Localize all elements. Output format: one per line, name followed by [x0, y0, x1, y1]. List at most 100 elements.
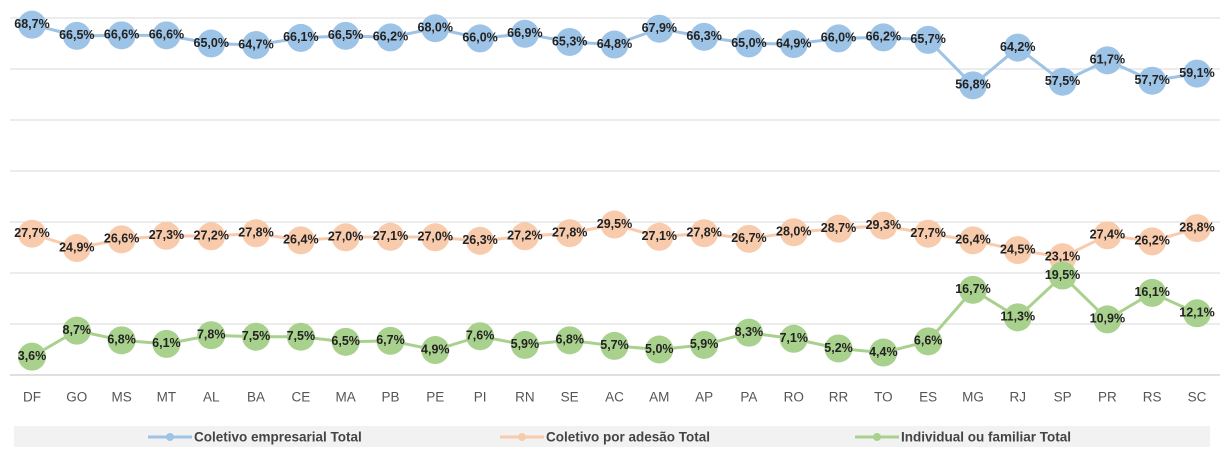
data-label: 65,3% — [552, 34, 587, 48]
marker — [1138, 66, 1167, 95]
x-tick-label: AM — [649, 390, 669, 405]
legend-marker — [166, 433, 174, 441]
data-label: 16,1% — [1134, 285, 1169, 299]
data-label: 27,1% — [642, 229, 677, 243]
marker — [197, 222, 226, 251]
data-label: 65,0% — [731, 36, 766, 50]
data-label: 64,7% — [238, 37, 273, 51]
data-label: 6,8% — [555, 333, 584, 347]
data-label: 66,0% — [821, 31, 856, 45]
x-tick-label: SP — [1054, 390, 1072, 405]
data-label: 5,2% — [824, 341, 853, 355]
data-label: 5,7% — [600, 338, 629, 352]
data-label: 6,7% — [376, 333, 405, 347]
marker — [62, 21, 91, 50]
data-label: 27,7% — [910, 226, 945, 240]
data-label: 27,8% — [686, 226, 721, 240]
x-tick-label: RO — [784, 390, 804, 405]
data-label: 27,2% — [194, 229, 229, 243]
marker — [555, 27, 584, 56]
data-label: 64,8% — [597, 37, 632, 51]
marker — [331, 21, 360, 50]
marker — [421, 336, 450, 365]
data-label: 7,8% — [197, 328, 226, 342]
data-label: 65,0% — [194, 36, 229, 50]
data-label: 57,7% — [1134, 73, 1169, 87]
x-tick-label: TO — [874, 390, 893, 405]
data-label: 5,9% — [511, 337, 540, 351]
data-label: 8,7% — [63, 323, 92, 337]
data-label: 28,8% — [1179, 220, 1214, 234]
data-label: 4,9% — [421, 342, 450, 356]
data-label: 26,3% — [462, 233, 497, 247]
data-label: 68,0% — [418, 20, 453, 34]
data-label: 12,1% — [1179, 306, 1214, 320]
data-label: 56,8% — [955, 78, 990, 92]
data-label: 24,9% — [59, 240, 94, 254]
marker — [869, 211, 898, 240]
x-tick-label: AC — [605, 390, 624, 405]
marker — [152, 329, 181, 358]
marker — [555, 326, 584, 355]
x-tick-label: RS — [1143, 390, 1162, 405]
marker — [958, 226, 987, 255]
x-tick-label: CE — [291, 390, 310, 405]
marker — [645, 14, 674, 43]
data-label: 6,1% — [152, 336, 181, 350]
data-label: 64,9% — [776, 36, 811, 50]
marker — [600, 331, 629, 360]
data-label: 27,1% — [373, 229, 408, 243]
data-label: 5,0% — [645, 342, 674, 356]
x-tick-label: PB — [381, 390, 399, 405]
data-label: 66,3% — [686, 29, 721, 43]
data-label: 26,4% — [283, 233, 318, 247]
data-label: 16,7% — [955, 282, 990, 296]
data-label: 66,9% — [507, 26, 542, 40]
marker — [779, 30, 808, 59]
legend-marker — [518, 433, 526, 441]
data-label: 64,2% — [1000, 40, 1035, 54]
marker — [690, 330, 719, 359]
data-label: 6,6% — [914, 334, 943, 348]
marker — [197, 29, 226, 58]
marker — [62, 316, 91, 345]
marker — [510, 19, 539, 48]
marker — [869, 338, 898, 367]
marker — [286, 226, 315, 255]
marker — [555, 219, 584, 248]
marker — [690, 22, 719, 51]
data-label: 7,6% — [466, 329, 495, 343]
data-label: 27,3% — [149, 228, 184, 242]
data-label: 27,8% — [552, 226, 587, 240]
marker — [1138, 278, 1167, 307]
data-label: 68,7% — [14, 17, 49, 31]
data-label: 27,0% — [328, 230, 363, 244]
marker — [645, 335, 674, 364]
marker — [421, 14, 450, 43]
x-tick-label: MA — [336, 390, 356, 405]
x-tick-label: RJ — [1010, 390, 1027, 405]
x-tick-label: RR — [829, 390, 849, 405]
marker — [824, 214, 853, 243]
marker — [107, 225, 136, 254]
data-label: 66,6% — [149, 28, 184, 42]
marker — [914, 219, 943, 248]
marker — [958, 275, 987, 304]
x-tick-label: PI — [474, 390, 487, 405]
marker — [466, 226, 495, 255]
data-label: 66,1% — [283, 30, 318, 44]
data-label: 28,7% — [821, 221, 856, 235]
data-label: 23,1% — [1045, 249, 1080, 263]
marker — [824, 334, 853, 363]
data-label: 26,7% — [731, 231, 766, 245]
marker — [914, 327, 943, 356]
marker — [18, 342, 46, 371]
marker — [376, 23, 405, 52]
marker — [62, 234, 91, 263]
data-label: 10,9% — [1090, 312, 1125, 326]
marker — [331, 327, 360, 356]
data-label: 7,5% — [287, 329, 316, 343]
marker — [824, 24, 853, 53]
marker — [1183, 299, 1211, 328]
x-tick-label: RN — [515, 390, 535, 405]
